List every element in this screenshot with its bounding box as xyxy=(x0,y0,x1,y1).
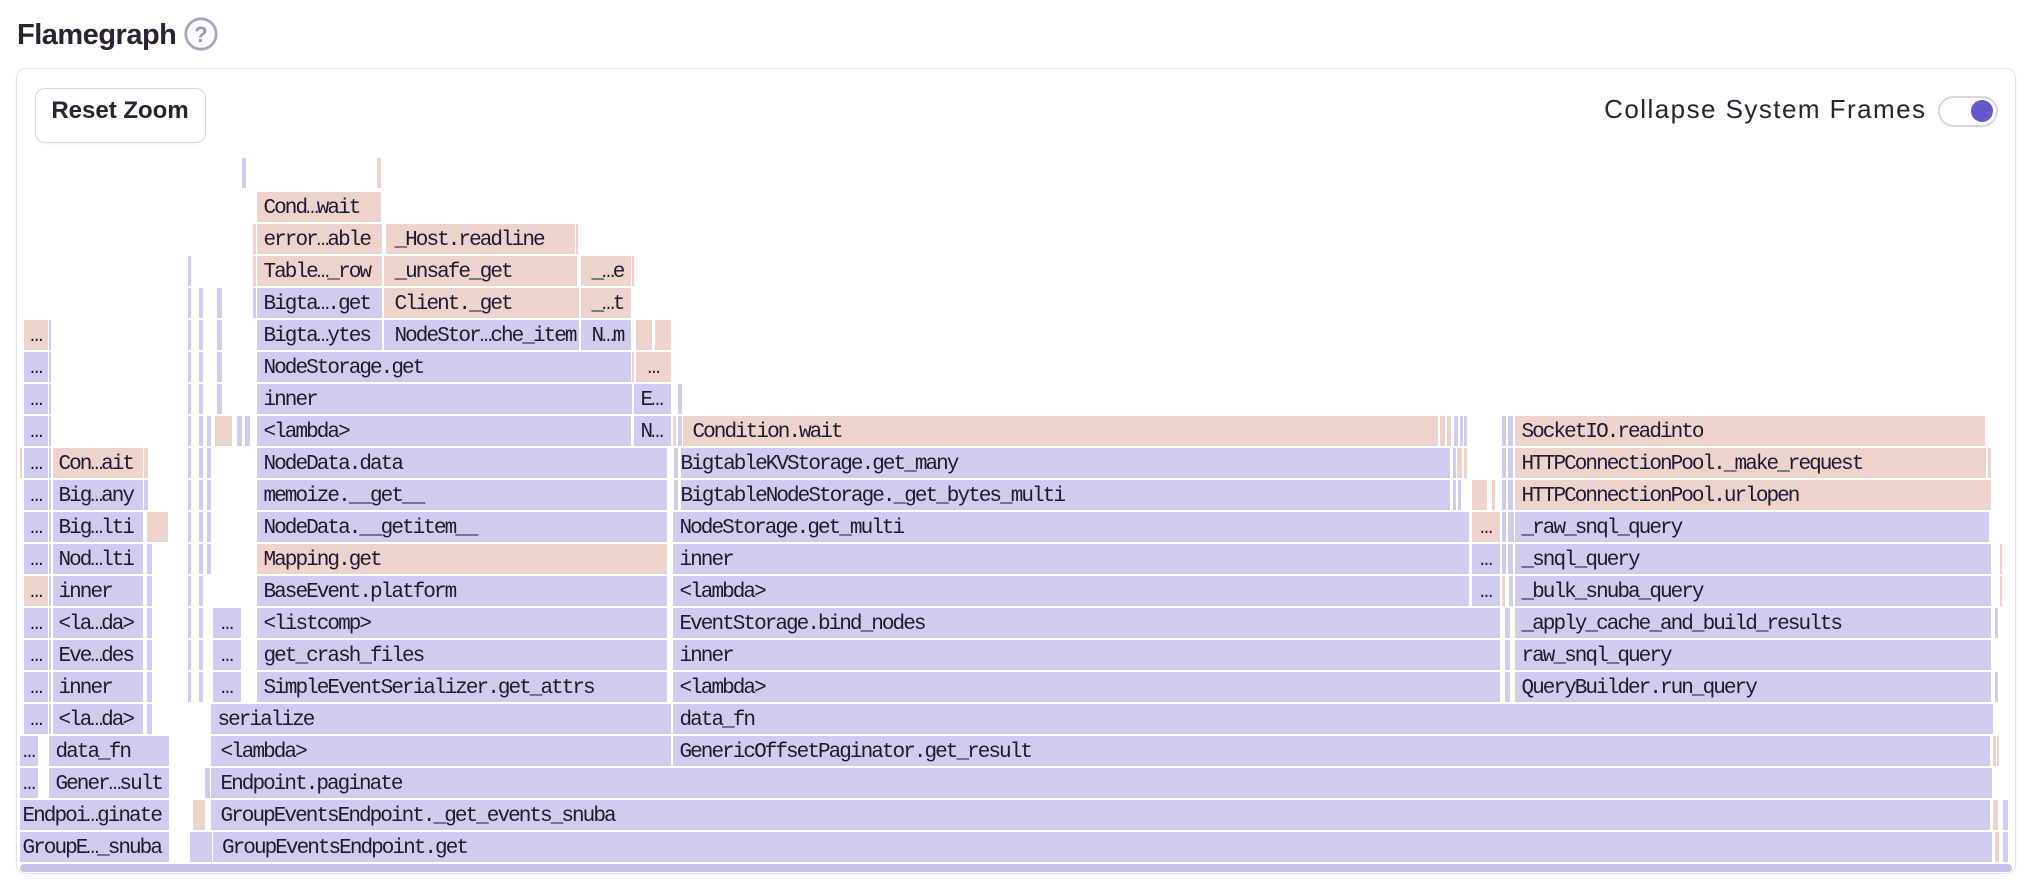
svg-text:?: ? xyxy=(194,22,207,47)
